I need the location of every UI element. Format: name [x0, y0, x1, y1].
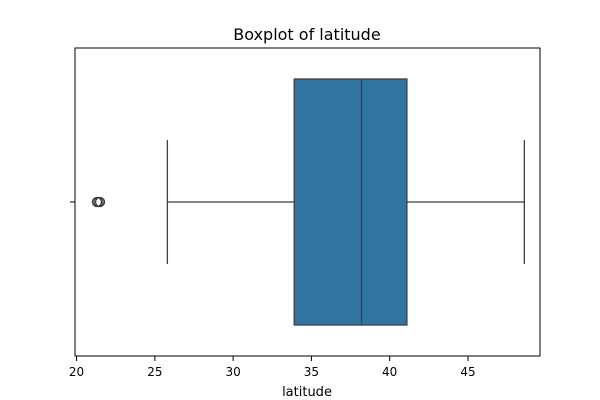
iqr-box	[293, 78, 408, 326]
box-group	[91, 78, 525, 326]
x-axis-label: latitude	[282, 385, 332, 400]
x-tick-label: 40	[382, 365, 397, 379]
outliers	[91, 196, 106, 208]
x-axis-ticks: 20 25 30 35 40 45	[69, 356, 476, 379]
x-tick-label: 35	[304, 365, 319, 379]
chart-title: Boxplot of latitude	[233, 25, 380, 44]
x-tick-label: 20	[69, 365, 84, 379]
outlier-point	[94, 196, 106, 208]
x-tick-label: 30	[225, 365, 240, 379]
x-tick-label: 25	[147, 365, 162, 379]
x-tick-label: 45	[460, 365, 475, 379]
